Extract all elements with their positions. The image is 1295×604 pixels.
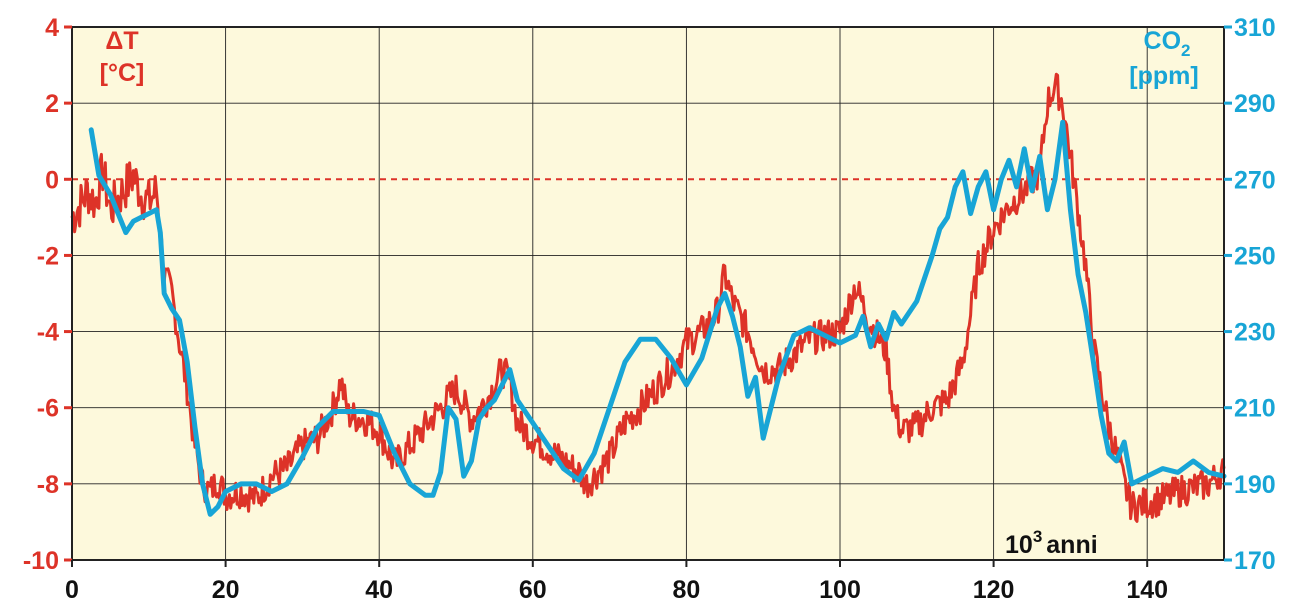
right-tick-label: 230	[1234, 319, 1276, 347]
right-axis-unit: [ppm]	[1129, 62, 1198, 90]
x-tick-label: 140	[1126, 576, 1168, 604]
x-tick-label: 40	[365, 576, 393, 604]
x-tick-label: 80	[672, 576, 700, 604]
left-tick-label: -10	[23, 547, 59, 575]
left-tick-label: -6	[37, 395, 59, 423]
right-axis-label: CO2	[1144, 27, 1191, 60]
left-tick-label: -2	[37, 242, 59, 270]
right-axis-ticks: 170 190 210 230 250 270 290 310	[1224, 14, 1276, 575]
left-axis-symbol: ΔT	[105, 27, 138, 55]
x-tick-label: 60	[519, 576, 547, 604]
right-tick-label: 170	[1234, 547, 1276, 575]
right-tick-label: 250	[1234, 242, 1276, 270]
temperature-series-line	[70, 72, 1226, 523]
left-tick-label: -8	[37, 471, 59, 499]
right-tick-label: 270	[1234, 166, 1276, 194]
gridlines	[71, 26, 1224, 561]
right-tick-label: 310	[1234, 14, 1276, 42]
x-tick-label: 100	[819, 576, 861, 604]
x-axis-ticks: 0 20 40 60 80 100 120 140	[65, 560, 1168, 604]
left-tick-label: 2	[45, 90, 59, 118]
right-tick-label: 210	[1234, 395, 1276, 423]
left-tick-label: 4	[45, 14, 59, 42]
co2-series-line	[88, 119, 1227, 517]
x-tick-label: 120	[973, 576, 1015, 604]
x-tick-label: 0	[65, 576, 79, 604]
right-tick-label: 190	[1234, 471, 1276, 499]
x-axis-unit-label: 103 anni	[1005, 527, 1098, 559]
left-axis-unit: [°C]	[100, 59, 145, 87]
right-tick-label: 290	[1234, 90, 1276, 118]
plot-area	[72, 27, 1224, 560]
x-tick-label: 20	[212, 576, 240, 604]
left-tick-label: -4	[37, 319, 59, 347]
left-axis-ticks: -10 -8 -6 -4 -2 0 2 4	[23, 14, 72, 575]
left-tick-label: 0	[45, 166, 59, 194]
plot-frame	[71, 26, 1225, 561]
